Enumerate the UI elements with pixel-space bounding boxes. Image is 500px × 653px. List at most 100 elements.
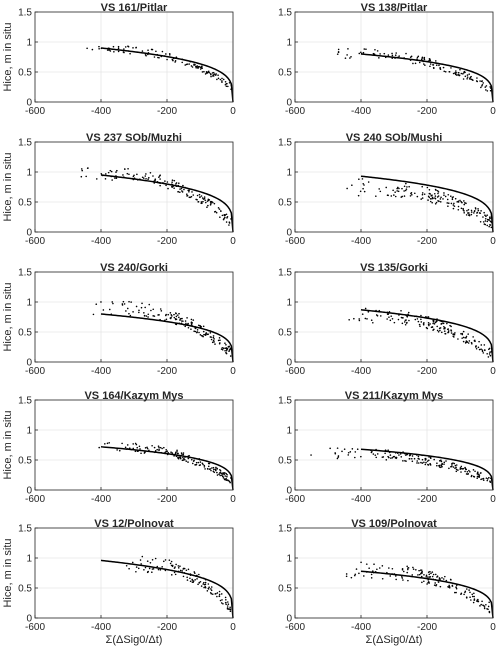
data-point: [203, 464, 206, 467]
data-point: [121, 442, 123, 445]
data-point: [362, 182, 365, 185]
data-point: [473, 592, 475, 595]
data-point: [210, 469, 212, 472]
data-point: [164, 314, 167, 317]
data-point: [186, 317, 188, 319]
data-point: [310, 454, 312, 456]
data-point: [158, 314, 160, 316]
data-point: [418, 61, 421, 64]
data-point: [432, 322, 434, 325]
data-point: [163, 560, 165, 563]
data-point: [192, 319, 195, 321]
data-point: [187, 326, 190, 329]
data-point: [360, 561, 362, 564]
data-point: [202, 463, 204, 466]
data-point: [365, 48, 367, 50]
data-point: [480, 348, 482, 351]
data-point: [462, 78, 465, 80]
data-point: [341, 450, 343, 453]
data-point: [391, 456, 394, 459]
data-point: [404, 319, 407, 322]
data-point: [220, 348, 223, 350]
data-point: [222, 477, 225, 479]
data-point: [224, 214, 227, 216]
data-point: [394, 54, 397, 56]
data-point: [466, 470, 469, 473]
data-point: [433, 192, 436, 195]
data-point: [383, 52, 386, 55]
data-point: [469, 591, 471, 594]
data-point: [115, 177, 118, 180]
data-point: [182, 575, 185, 578]
data-point: [226, 475, 228, 478]
plot-area: [295, 528, 493, 618]
data-point: [483, 606, 486, 608]
data-point: [208, 586, 210, 589]
data-point: [420, 321, 423, 323]
data-point: [225, 479, 228, 481]
data-point: [229, 355, 232, 357]
data-point: [111, 179, 113, 181]
y-tick-label: 0: [26, 98, 32, 109]
axes-box: [294, 527, 494, 619]
data-point: [439, 198, 442, 200]
data-point: [201, 71, 204, 73]
data-point: [475, 347, 478, 350]
data-point: [406, 565, 408, 568]
x-tick-label: -200: [157, 236, 177, 247]
data-point: [447, 205, 449, 207]
data-point: [174, 566, 176, 568]
data-point: [364, 307, 367, 310]
data-point: [109, 50, 112, 52]
data-point: [392, 189, 394, 192]
data-point: [207, 588, 210, 590]
data-point: [455, 464, 458, 466]
data-point: [358, 319, 361, 322]
data-point: [203, 196, 206, 198]
panel-title: VS 240/Gorki: [100, 262, 168, 274]
data-point: [221, 80, 223, 82]
data-point: [212, 336, 215, 339]
data-point: [408, 319, 410, 322]
panel-title: VS 12/Polnovat: [94, 518, 174, 530]
data-point: [476, 77, 478, 79]
data-point: [402, 570, 405, 573]
data-point: [423, 461, 425, 464]
data-point: [454, 197, 457, 200]
data-point: [445, 579, 448, 582]
x-tick-label: 0: [490, 236, 496, 247]
data-point: [418, 573, 421, 576]
data-point: [454, 591, 456, 594]
data-point: [356, 448, 359, 451]
x-tick-label: -400: [91, 494, 111, 505]
data-point: [450, 325, 452, 328]
x-tick-label: 0: [230, 106, 236, 117]
data-point: [413, 457, 416, 460]
data-point: [411, 574, 414, 576]
data-point: [426, 327, 429, 330]
data-point: [457, 205, 460, 208]
data-point: [363, 575, 365, 577]
data-point: [451, 585, 454, 587]
data-point: [145, 177, 147, 180]
data-point: [407, 579, 409, 582]
y-axis-label: Hice, m in situ: [2, 282, 14, 351]
data-point: [200, 195, 203, 197]
data-point: [225, 85, 228, 88]
data-point: [407, 567, 410, 569]
data-point: [464, 202, 466, 204]
data-point: [400, 456, 403, 458]
data-point: [460, 207, 463, 210]
data-point: [194, 572, 196, 574]
data-point: [388, 456, 390, 459]
data-point: [347, 48, 349, 50]
data-point: [366, 318, 368, 320]
data-point: [485, 603, 487, 606]
data-point: [414, 62, 417, 65]
data-point: [118, 449, 121, 452]
data-point: [226, 479, 229, 481]
data-point: [123, 303, 126, 305]
data-point: [147, 49, 149, 51]
data-point: [196, 329, 199, 331]
data-point: [486, 90, 489, 92]
